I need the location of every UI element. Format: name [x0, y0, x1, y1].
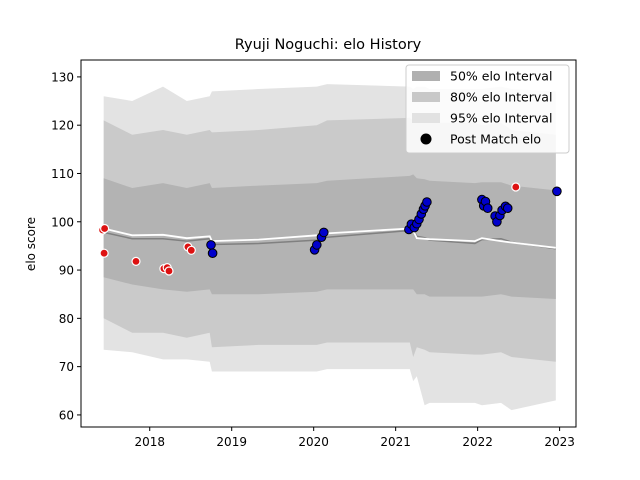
y-tick-label: 100: [51, 215, 74, 229]
y-tick-label: 70: [59, 360, 74, 374]
legend-marker: [420, 133, 432, 145]
x-tick-label: 2019: [216, 435, 247, 449]
expected-elo-line: [103, 227, 556, 249]
post-match-elo-point: [502, 203, 513, 213]
legend-label: Post Match elo: [450, 132, 541, 147]
chart-title: Ryuji Noguchi: elo History: [235, 37, 422, 53]
legend: 50% elo Interval 80% elo Interval 95% elo …: [405, 64, 570, 154]
x-tick-label: 2022: [462, 435, 493, 449]
axes: 60 70 80 90 100 110 120 130 2018 2019 2020 2021 2022…: [51, 59, 577, 449]
y-tick-label: 60: [59, 408, 74, 422]
y-tick-label: 90: [59, 264, 74, 278]
post-match-elo-point: [511, 182, 521, 192]
x-tick-label: 2023: [544, 435, 575, 449]
legend-label: 95% elo Interval: [450, 111, 552, 126]
post-match-elo-point: [552, 186, 562, 197]
axes-frame: [80, 59, 577, 428]
plot-area: [97, 84, 562, 411]
legend-label: 50% elo Interval: [450, 69, 552, 84]
post-match-elo-point: [99, 248, 109, 258]
post-match-elo-point: [99, 223, 110, 234]
post-match-elo-point: [319, 227, 329, 238]
x-tick-label: 2018: [134, 435, 165, 449]
x-tick-label: 2020: [298, 435, 329, 449]
legend-swatch: [412, 92, 440, 102]
y-tick-label: 110: [51, 167, 74, 181]
post-match-elo-point: [482, 203, 493, 213]
y-tick-label: 130: [51, 70, 74, 84]
legend-label: 80% elo Interval: [450, 90, 552, 105]
post-match-elo-point: [131, 256, 141, 266]
legend-swatch: [412, 113, 440, 123]
post-match-elo-point: [186, 245, 196, 255]
y-tick-label: 120: [51, 119, 74, 133]
y-axis-label: elo score: [24, 217, 38, 271]
y-tick-label: 80: [59, 312, 74, 326]
post-match-elo-point: [422, 197, 432, 207]
post-match-elo-point: [164, 266, 174, 276]
post-match-elo-point: [207, 248, 218, 258]
legend-box: [405, 64, 570, 154]
legend-swatch: [412, 71, 440, 81]
post-match-elo-point: [312, 240, 322, 250]
x-tick-label: 2021: [380, 435, 411, 449]
post-match-elo-point: [206, 240, 216, 250]
